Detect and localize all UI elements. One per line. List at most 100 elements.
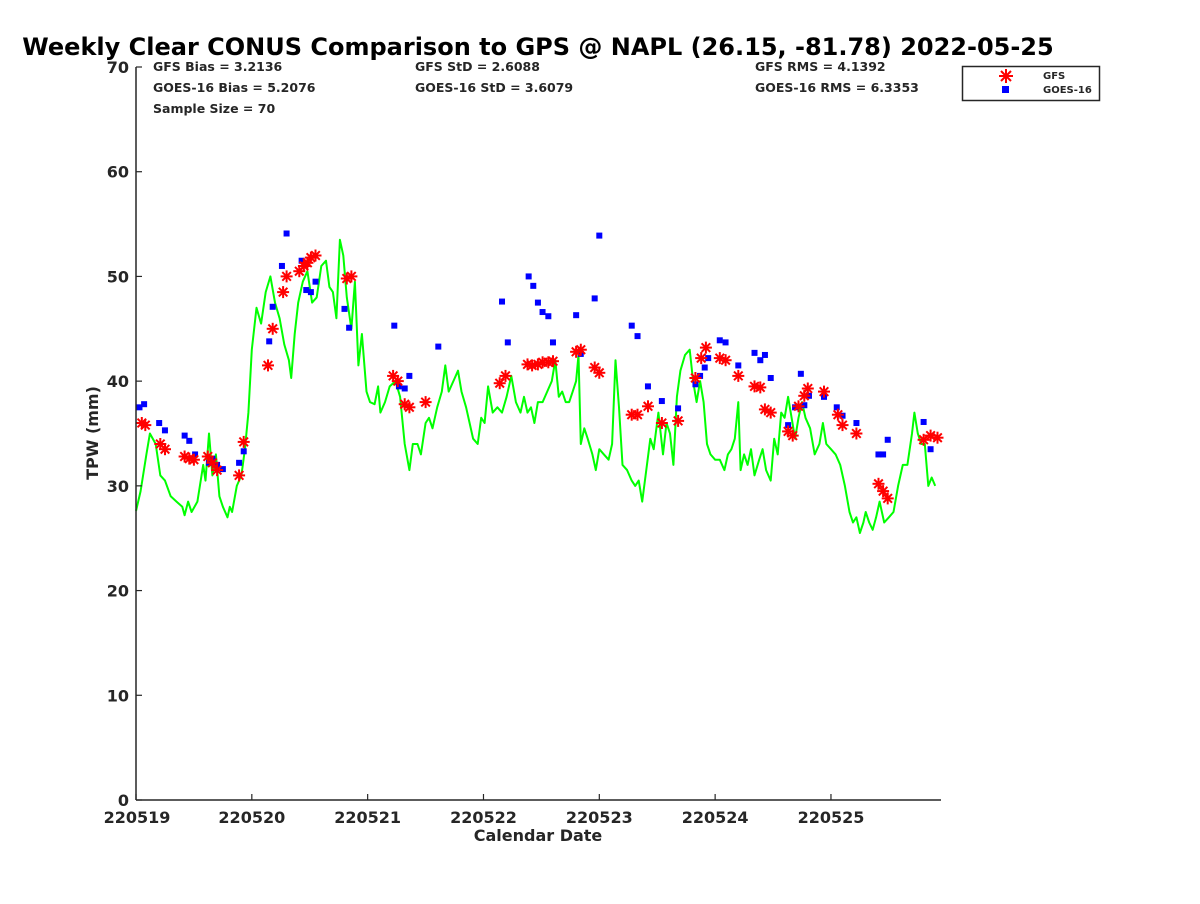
goes16-point <box>525 273 532 280</box>
y-tick-label: 20 <box>107 582 129 601</box>
gfs-point <box>764 406 777 419</box>
gfs-point <box>881 492 894 505</box>
goes16-point <box>875 451 882 458</box>
goes16-point <box>186 437 193 444</box>
legend-gfs-label: GFS <box>1043 71 1065 82</box>
gfs-point <box>499 369 512 382</box>
x-tick-label: 220524 <box>682 808 749 827</box>
gfs-point <box>419 396 432 409</box>
goes16-point <box>751 349 758 356</box>
gfs-point <box>262 359 274 372</box>
gfs-point <box>631 408 644 421</box>
goes16-point <box>534 299 541 306</box>
gfs-rms-text: GFS RMS = 4.1392 <box>755 59 886 74</box>
goes16-point <box>658 398 665 405</box>
gfs-point <box>786 429 799 442</box>
gfs-point <box>345 270 358 283</box>
goes16-point <box>833 404 840 411</box>
goes16-point <box>341 305 348 312</box>
goes16-point <box>785 422 792 429</box>
legend-goes16-label: GOES-16 <box>1043 85 1092 96</box>
gfs-point <box>836 419 849 432</box>
gfs-point <box>280 270 293 283</box>
x-axis-label: Calendar Date <box>474 826 603 845</box>
legend-goes16-marker <box>1002 86 1009 93</box>
gfs-point <box>593 366 606 379</box>
y-axis-ticks: 0 10 20 30 40 50 60 70 <box>107 58 142 810</box>
goes16-point <box>767 375 774 382</box>
goes16-point <box>697 372 704 379</box>
goes16-point <box>735 362 742 369</box>
goes16-point <box>141 401 148 408</box>
goes16-point <box>792 404 799 411</box>
y-tick-label: 10 <box>107 686 129 705</box>
gfs-point <box>201 450 214 463</box>
goes16-point <box>722 339 729 346</box>
goes16-point <box>884 436 891 443</box>
goes16-point <box>927 446 934 453</box>
sample-size-text: Sample Size = 70 <box>153 101 275 116</box>
goes16-point <box>346 324 353 331</box>
y-tick-label: 60 <box>107 163 129 182</box>
goes16-point <box>236 459 243 466</box>
goes16-point <box>705 355 712 362</box>
x-tick-label: 220521 <box>334 808 401 827</box>
goes16-point <box>499 298 506 305</box>
goes16-point <box>312 278 319 285</box>
goes16-point <box>530 282 537 289</box>
stats-annotations: GFS Bias = 3.2136 GFS StD = 2.6088 GFS R… <box>153 59 919 116</box>
goes16-point <box>269 303 276 310</box>
y-tick-label: 50 <box>107 267 129 286</box>
goes16-point <box>504 339 511 346</box>
goes16-point <box>278 262 285 269</box>
goes16-point <box>880 451 887 458</box>
goes16-point <box>644 383 651 390</box>
goes16-point <box>797 370 804 377</box>
goes16-point <box>401 385 408 392</box>
goes16-point <box>596 232 603 239</box>
goes16-point <box>761 351 768 358</box>
gfs-point <box>187 453 200 466</box>
gfs-std-text: GFS StD = 2.6088 <box>415 59 540 74</box>
chart-title: Weekly Clear CONUS Comparison to GPS @ N… <box>22 33 1053 61</box>
goes16-point <box>283 230 290 237</box>
y-tick-label: 40 <box>107 372 129 391</box>
goes16-point <box>391 322 398 329</box>
legend: GFS GOES-16 <box>961 65 1101 102</box>
gfs-point <box>695 352 708 365</box>
x-tick-label: 220520 <box>218 808 285 827</box>
gfs-point <box>792 400 805 413</box>
gfs-point <box>831 408 844 421</box>
gfs-bias-text: GFS Bias = 3.2136 <box>153 59 283 74</box>
goes16-point <box>716 337 723 344</box>
goes16-point <box>853 420 860 427</box>
gfs-point <box>931 431 944 444</box>
goes16-point <box>539 309 546 316</box>
gfs-point <box>547 355 559 368</box>
goes16-point <box>406 372 413 379</box>
x-tick-label: 220525 <box>798 808 865 827</box>
goes16-point <box>801 402 808 409</box>
goes16-bias-text: GOES-16 Bias = 5.2076 <box>153 80 316 95</box>
gfs-point <box>403 401 416 414</box>
gfs-point <box>801 382 814 395</box>
x-tick-label: 220522 <box>450 808 517 827</box>
goes16-point <box>692 381 699 388</box>
goes16-point <box>435 343 442 350</box>
gfs-point <box>159 443 171 456</box>
gfs-point <box>233 469 246 482</box>
gfs-point <box>642 400 654 413</box>
goes16-point <box>266 338 273 345</box>
legend-gfs-marker <box>999 69 1013 83</box>
goes16-point <box>701 364 708 371</box>
goes16-point <box>549 339 556 346</box>
x-axis-ticks: 220519 220520 220521 220522 220523 220524 2205… <box>104 794 865 827</box>
gfs-point <box>689 372 702 384</box>
gfs-point <box>672 414 685 427</box>
goes16-point <box>545 313 552 320</box>
goes16-point <box>920 418 927 425</box>
gfs-point <box>391 375 404 388</box>
gfs-point <box>719 354 732 367</box>
gfs-point <box>211 464 224 477</box>
